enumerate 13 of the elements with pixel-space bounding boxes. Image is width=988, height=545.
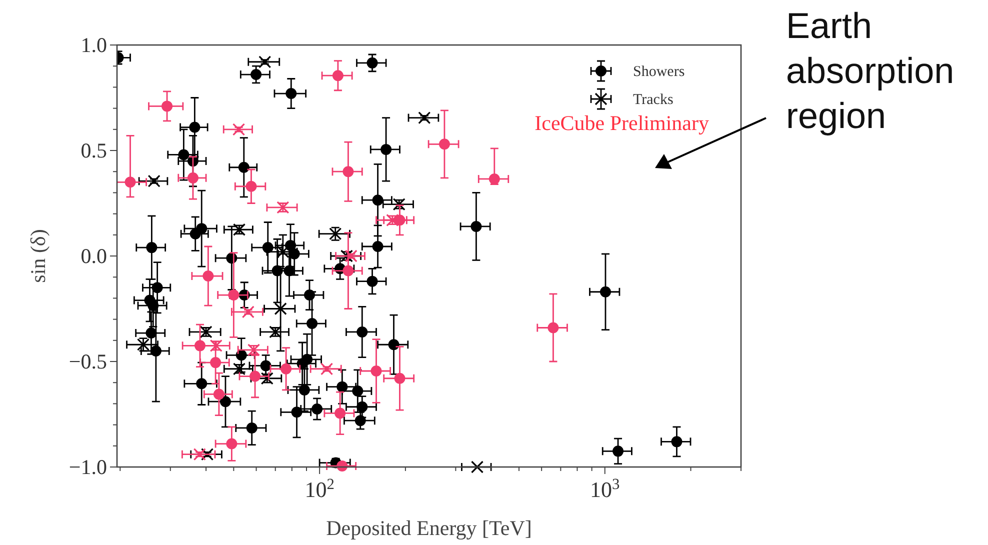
legend-label: Showers	[633, 64, 685, 80]
legend-label: Tracks	[633, 92, 674, 108]
x-tick-label: 10$^{2}$	[304, 476, 334, 502]
text: Earth absorption region	[786, 5, 954, 136]
x-axis-title: Deposited Energy [TeV]	[326, 516, 532, 540]
y-tick-label: −1.0	[68, 455, 107, 479]
y-tick-label: 0.0	[80, 244, 107, 268]
y-axis-title: sin (δ)	[26, 229, 50, 283]
y-tick-label: 1.0	[80, 33, 107, 57]
annotation: IceCube Preliminary	[534, 111, 710, 135]
y-tick-label: −0.5	[68, 350, 107, 374]
y-tick-label: 0.5	[80, 138, 107, 162]
x-tick-label: 10$^{3}$	[590, 476, 620, 502]
